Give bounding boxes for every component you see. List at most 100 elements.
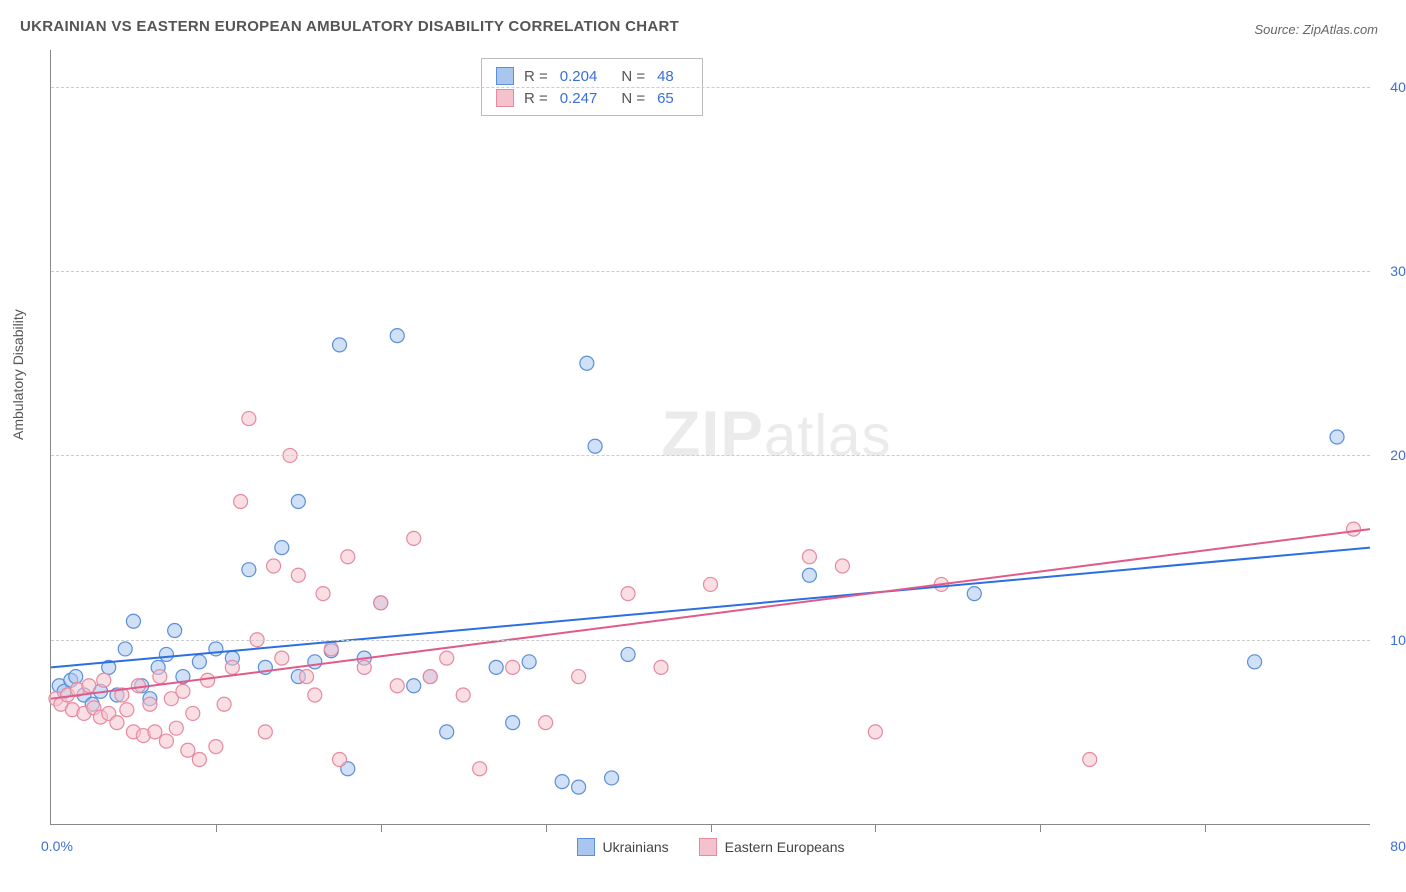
scatter-point — [605, 771, 619, 785]
scatter-point — [275, 541, 289, 555]
scatter-point — [153, 670, 167, 684]
x-max-label: 80.0% — [1390, 838, 1406, 854]
scatter-point — [176, 684, 190, 698]
scatter-point — [704, 577, 718, 591]
swatch-eastern — [699, 838, 717, 856]
gridline — [51, 87, 1370, 88]
scatter-point — [539, 716, 553, 730]
scatter-point — [1330, 430, 1344, 444]
y-tick-label: 40.0% — [1390, 79, 1406, 95]
scatter-point — [555, 775, 569, 789]
scatter-point — [234, 495, 248, 509]
scatter-point — [1248, 655, 1262, 669]
scatter-point — [802, 568, 816, 582]
r-label: R = — [524, 68, 548, 85]
scatter-point — [209, 740, 223, 754]
y-tick-label: 20.0% — [1390, 447, 1406, 463]
scatter-point — [308, 655, 322, 669]
scatter-point — [407, 531, 421, 545]
stats-row-ukrainians: R = 0.204 N = 48 — [496, 65, 688, 87]
scatter-point — [440, 725, 454, 739]
stats-row-eastern: R = 0.247 N = 65 — [496, 87, 688, 109]
scatter-point — [333, 753, 347, 767]
scatter-point — [159, 647, 173, 661]
scatter-point — [118, 642, 132, 656]
scatter-point — [148, 725, 162, 739]
scatter-point — [588, 439, 602, 453]
scatter-point — [275, 651, 289, 665]
scatter-point — [186, 706, 200, 720]
scatter-point — [217, 697, 231, 711]
source-attribution: Source: ZipAtlas.com — [1254, 22, 1378, 37]
n-label: N = — [621, 90, 645, 107]
scatter-point — [341, 550, 355, 564]
scatter-point — [82, 679, 96, 693]
scatter-point — [110, 716, 124, 730]
scatter-point — [258, 725, 272, 739]
r-value-ee: 0.247 — [560, 90, 598, 107]
swatch-ukrainians — [496, 67, 514, 85]
scatter-point — [802, 550, 816, 564]
scatter-point — [621, 587, 635, 601]
x-tick — [875, 824, 876, 832]
plot-svg — [51, 50, 1370, 824]
scatter-point — [489, 660, 503, 674]
scatter-point — [69, 670, 83, 684]
trend-line — [51, 529, 1370, 699]
scatter-point — [192, 655, 206, 669]
scatter-point — [225, 660, 239, 674]
scatter-point — [131, 679, 145, 693]
scatter-point — [868, 725, 882, 739]
scatter-point — [506, 716, 520, 730]
scatter-point — [192, 753, 206, 767]
n-value-ukr: 48 — [657, 68, 674, 85]
scatter-point — [456, 688, 470, 702]
plot-area: ZIPatlas R = 0.204 N = 48 R = 0.247 N = … — [50, 50, 1370, 825]
scatter-point — [967, 587, 981, 601]
scatter-point — [580, 356, 594, 370]
gridline — [51, 271, 1370, 272]
x-tick — [381, 824, 382, 832]
scatter-point — [169, 721, 183, 735]
n-value-ee: 65 — [657, 90, 674, 107]
scatter-point — [333, 338, 347, 352]
r-label: R = — [524, 90, 548, 107]
scatter-point — [126, 614, 140, 628]
y-tick-label: 30.0% — [1390, 263, 1406, 279]
scatter-point — [506, 660, 520, 674]
swatch-ukrainians — [577, 838, 595, 856]
scatter-point — [143, 697, 157, 711]
n-label: N = — [621, 68, 645, 85]
scatter-point — [242, 563, 256, 577]
gridline — [51, 455, 1370, 456]
scatter-point — [316, 587, 330, 601]
scatter-point — [374, 596, 388, 610]
r-value-ukr: 0.204 — [560, 68, 598, 85]
scatter-point — [168, 624, 182, 638]
x-tick — [711, 824, 712, 832]
scatter-point — [654, 660, 668, 674]
scatter-point — [300, 670, 314, 684]
scatter-point — [621, 647, 635, 661]
scatter-point — [423, 670, 437, 684]
scatter-point — [473, 762, 487, 776]
scatter-point — [159, 734, 173, 748]
scatter-point — [324, 642, 338, 656]
scatter-point — [440, 651, 454, 665]
scatter-point — [120, 703, 134, 717]
scatter-point — [390, 329, 404, 343]
x-tick — [546, 824, 547, 832]
x-origin-label: 0.0% — [41, 838, 73, 854]
swatch-eastern — [496, 89, 514, 107]
legend-label: Eastern Europeans — [725, 839, 845, 855]
scatter-point — [357, 660, 371, 674]
scatter-point — [291, 495, 305, 509]
scatter-point — [242, 412, 256, 426]
scatter-point — [97, 673, 111, 687]
legend-label: Ukrainians — [603, 839, 669, 855]
scatter-point — [572, 670, 586, 684]
scatter-point — [181, 743, 195, 757]
x-tick — [216, 824, 217, 832]
scatter-point — [308, 688, 322, 702]
scatter-point — [1347, 522, 1361, 536]
